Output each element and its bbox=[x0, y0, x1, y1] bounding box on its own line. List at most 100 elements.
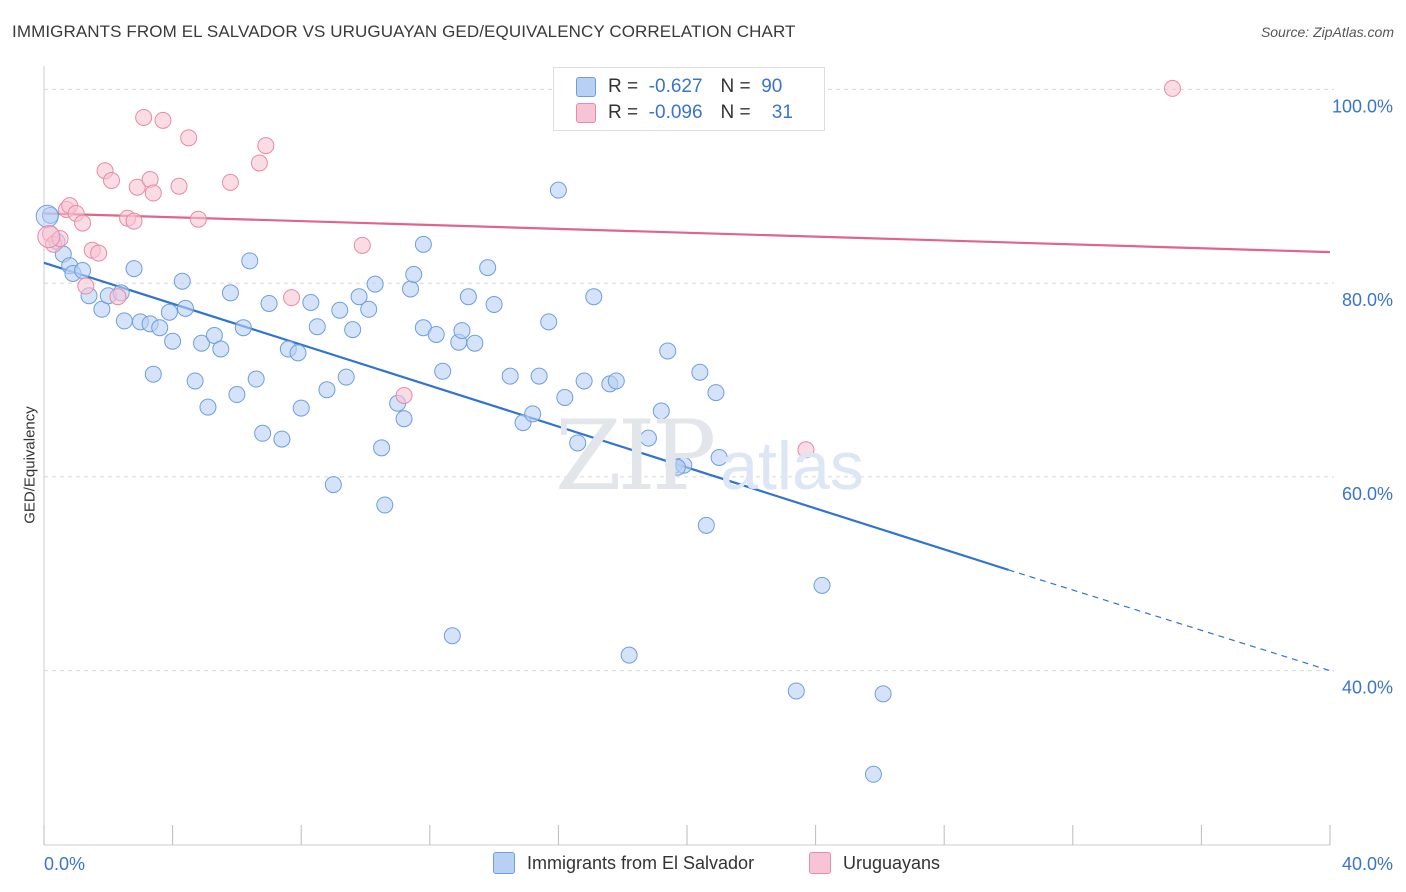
chart-title: IMMIGRANTS FROM EL SALVADOR VS URUGUAYAN… bbox=[12, 22, 796, 41]
stats-legend: R = -0.627 N = 90 R = -0.096 N = 31 bbox=[553, 67, 825, 131]
axes bbox=[43, 66, 1331, 846]
y-axis-label: GED/Equivalency bbox=[21, 406, 39, 524]
tick-labels: 40.0% 60.0% 80.0% 100.0% 0.0% 40.0% bbox=[44, 96, 1393, 874]
el-salvador-point bbox=[93, 300, 111, 318]
el-salvador-point bbox=[360, 300, 378, 318]
watermark: ZIP atlas bbox=[555, 400, 864, 512]
el-salvador-point bbox=[193, 334, 211, 352]
el-salvador-point bbox=[144, 365, 162, 383]
el-salvador-point bbox=[221, 284, 239, 302]
uruguayan-point bbox=[125, 212, 143, 230]
uruguayan-point bbox=[144, 184, 162, 202]
el-salvador-point bbox=[434, 362, 452, 380]
uruguayan-point bbox=[90, 244, 108, 262]
el-salvador-point bbox=[402, 280, 420, 298]
el-salvador-point bbox=[569, 434, 587, 452]
el-salvador-point bbox=[260, 294, 278, 312]
el-salvador-point bbox=[74, 262, 92, 280]
el-salvador-point bbox=[639, 429, 657, 447]
y-tick-label: 60.0% bbox=[1342, 484, 1393, 504]
el-salvador-point bbox=[186, 372, 204, 390]
el-salvador-point bbox=[585, 288, 603, 306]
el-salvador-point bbox=[575, 372, 593, 390]
el-salvador-point bbox=[524, 405, 542, 423]
uruguayan-point bbox=[103, 171, 121, 189]
el-salvador-point bbox=[479, 259, 497, 277]
uruguayan-point bbox=[1163, 79, 1181, 97]
el-salvador-point bbox=[710, 449, 728, 466]
el-salvador-point bbox=[254, 424, 272, 442]
uruguayan-point bbox=[180, 129, 198, 147]
el-salvador-point bbox=[164, 332, 182, 350]
y-tick-label: 80.0% bbox=[1342, 290, 1393, 310]
el-salvador-point bbox=[668, 458, 686, 476]
el-salvador-point bbox=[289, 344, 307, 362]
uruguayan-point bbox=[221, 173, 239, 191]
uruguayan-point bbox=[77, 277, 95, 295]
el-salvador-point bbox=[324, 476, 342, 494]
source-label: Source: ZipAtlas.com bbox=[1260, 24, 1394, 40]
el-salvador-point bbox=[241, 252, 259, 270]
uruguayan-point bbox=[189, 210, 207, 228]
el-salvador-point bbox=[273, 430, 291, 448]
uruguayan-point bbox=[283, 289, 301, 307]
legend-item-el-salvador[interactable]: Immigrants from El Salvador bbox=[493, 852, 754, 874]
el-salvador-point bbox=[173, 272, 191, 290]
el-salvador-point bbox=[864, 765, 882, 783]
uruguayan-trend-line bbox=[43, 212, 1331, 254]
el-salvador-point bbox=[35, 204, 59, 228]
el-salvador-point bbox=[125, 260, 143, 278]
legend-row-uruguayans: R = -0.096 N = 31 bbox=[576, 100, 793, 126]
el-salvador-point bbox=[228, 386, 246, 404]
uruguayan-point bbox=[257, 137, 275, 155]
el-salvador-point bbox=[607, 372, 625, 390]
el-salvador-point bbox=[337, 368, 355, 386]
el-salvador-point bbox=[485, 295, 503, 313]
uruguayan-point bbox=[154, 111, 172, 129]
uruguayan-point bbox=[37, 225, 61, 249]
legend-row-el-salvador: R = -0.627 N = 90 bbox=[576, 74, 782, 100]
y-tick-label: 40.0% bbox=[1342, 678, 1393, 698]
y-tick-label: 100.0% bbox=[1332, 96, 1393, 116]
el-salvador-point bbox=[292, 399, 310, 417]
el-salvador-point bbox=[366, 275, 384, 293]
el-salvador-point bbox=[466, 334, 484, 352]
el-salvador-point bbox=[151, 319, 169, 337]
el-salvador-point bbox=[443, 627, 461, 645]
r-value: -0.096 bbox=[648, 102, 703, 123]
el-salvador-point bbox=[405, 265, 423, 283]
uruguayan-point bbox=[135, 108, 153, 126]
el-salvador-trend-extension bbox=[1008, 569, 1331, 672]
uruguayan-point bbox=[353, 236, 371, 254]
el-salvador-point bbox=[874, 685, 892, 703]
el-salvador-point bbox=[205, 326, 223, 344]
el-salvador-point bbox=[176, 299, 194, 317]
series-legend: Immigrants from El Salvador Uruguayans bbox=[0, 852, 1406, 876]
el-salvador-point bbox=[350, 288, 368, 306]
uruguayan-point bbox=[170, 177, 188, 195]
el-salvador-point bbox=[247, 370, 265, 388]
el-salvador-point bbox=[540, 313, 558, 331]
el-salvador-point bbox=[302, 294, 320, 311]
el-salvador-point bbox=[659, 342, 677, 360]
el-salvador-point bbox=[199, 398, 217, 416]
legend-swatch-blue bbox=[576, 77, 596, 97]
legend-item-uruguayans[interactable]: Uruguayans bbox=[809, 852, 940, 874]
el-salvador-point bbox=[376, 496, 394, 514]
el-salvador-point bbox=[530, 367, 548, 385]
el-salvador-point bbox=[459, 288, 477, 306]
el-salvador-point bbox=[318, 381, 336, 399]
el-salvador-point bbox=[427, 325, 445, 343]
uruguayan-point bbox=[74, 214, 92, 232]
x-tick-label: 40.0% bbox=[1342, 854, 1393, 874]
legend-swatch-pink bbox=[809, 852, 831, 874]
el-salvador-point bbox=[115, 312, 133, 330]
uruguayan-point bbox=[109, 288, 127, 306]
el-salvador-point bbox=[331, 301, 349, 319]
el-salvador-point bbox=[453, 322, 471, 340]
el-salvador-point bbox=[549, 181, 567, 199]
el-salvador-point bbox=[212, 340, 230, 358]
uruguayan-point bbox=[797, 441, 815, 459]
el-salvador-point bbox=[620, 646, 638, 664]
